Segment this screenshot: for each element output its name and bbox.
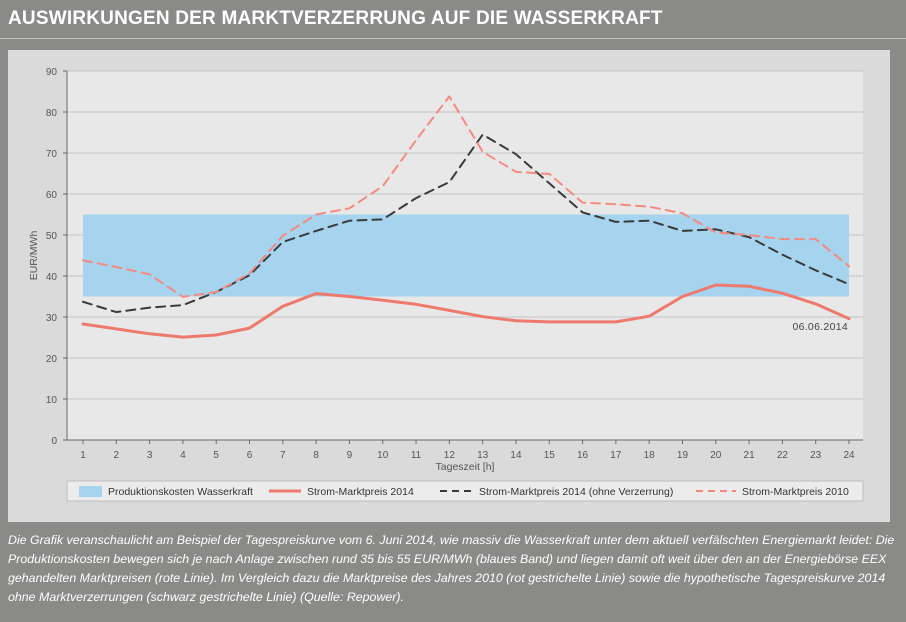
chart-caption: Die Grafik veranschaulicht am Beispiel d… [8,533,895,604]
y-tick-label: 40 [46,272,58,283]
x-tick-label: 4 [180,450,186,461]
x-tick-label: 11 [411,450,422,461]
x-axis-label: Tageszeit [h] [436,461,495,473]
y-tick-label: 0 [51,436,57,447]
y-tick-label: 50 [46,231,58,242]
x-tick-label: 12 [444,450,456,461]
title-divider [0,38,906,39]
legend-label-series-2: Strom-Marktpreis 2014 (ohne Verzerrung) [479,486,673,498]
x-tick-label: 22 [777,450,789,461]
x-tick-label: 10 [377,450,389,461]
x-tick-label: 2 [114,450,120,461]
x-tick-label: 17 [610,450,622,461]
legend-label-band: Produktionskosten Wasserkraft [108,486,253,498]
series-line-1 [81,283,851,339]
chart-title: AUSWIRKUNGEN DER MARKTVERZERRUNG AUF DIE… [8,8,663,29]
x-tick-label: 19 [677,450,689,461]
x-tick-label: 16 [577,450,589,461]
x-tick-label: 6 [247,450,253,461]
y-tick-label: 60 [46,190,58,201]
y-tick-label: 30 [46,313,58,324]
date-annotation: 06.06.2014 [792,321,848,333]
x-tick-label: 21 [744,450,756,461]
x-tick-label: 23 [810,450,822,461]
x-tick-label: 18 [644,450,656,461]
y-tick-label: 70 [46,149,58,160]
x-tick-label: 8 [313,450,319,461]
legend-label-series-3: Strom-Marktpreis 2010 [742,486,849,498]
x-tick-label: 24 [843,450,855,461]
production-cost-band [83,214,849,297]
series-line-2 [82,133,850,314]
y-tick-label: 10 [46,395,58,406]
legend-label-series-1: Strom-Marktpreis 2014 [307,486,414,498]
x-tick-label: 14 [510,450,522,461]
x-tick-label: 1 [80,450,86,461]
x-tick-label: 15 [544,450,556,461]
series-line-3 [82,95,850,298]
x-tick-label: 3 [147,450,153,461]
y-tick-label: 80 [46,108,58,119]
x-tick-label: 20 [710,450,722,461]
x-tick-label: 13 [477,450,489,461]
x-tick-label: 7 [280,450,286,461]
y-axis-label: EUR/MWh [28,231,40,281]
legend-swatch-band [79,486,102,497]
y-tick-label: 90 [46,67,58,78]
y-tick-label: 20 [46,354,58,365]
x-tick-label: 9 [347,450,353,461]
x-tick-label: 5 [213,450,219,461]
